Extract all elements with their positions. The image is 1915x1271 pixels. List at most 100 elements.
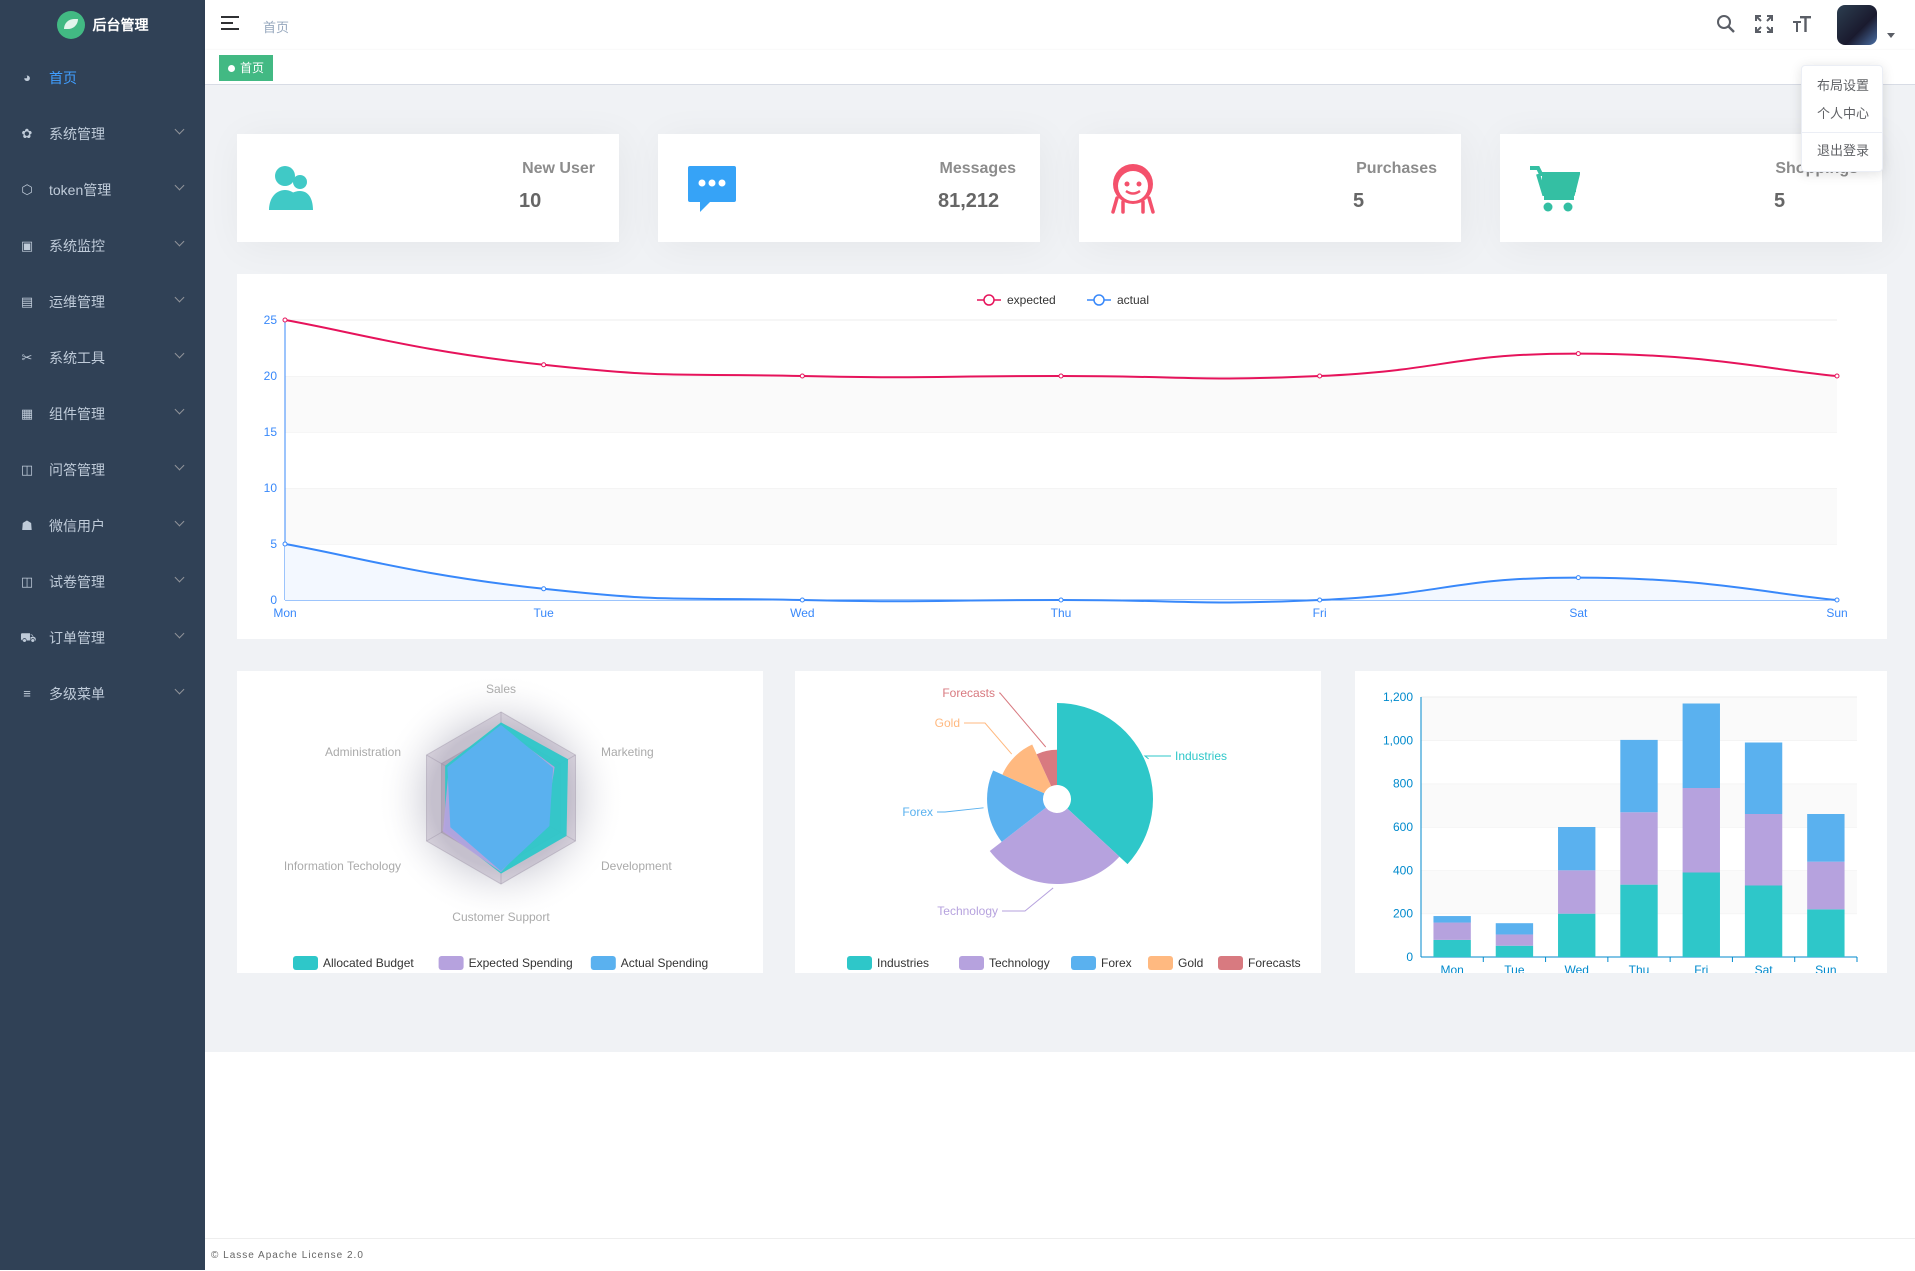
legend-label: Allocated Budget [323, 956, 414, 970]
dropdown-item-layout-settings[interactable]: 布局设置 [1817, 78, 1870, 93]
breadcrumb[interactable]: 首页 [263, 20, 290, 35]
sidebar-item-11[interactable]: ≡ 多级菜单 [0, 666, 205, 722]
legend-label: expected [1007, 293, 1056, 307]
sidebar-item-2[interactable]: ⬡ token管理 [0, 162, 205, 218]
x-tick-label: Wed [1564, 963, 1588, 973]
search-icon[interactable] [1715, 14, 1737, 36]
pie-label-line [1002, 887, 1054, 912]
user-dropdown-menu: 布局设置 个人中心 退出登录 [1801, 65, 1883, 172]
card-new-user[interactable]: New User 10 [237, 134, 619, 242]
main-content: New User 10 Messages 81,212 Purchases 5 … [205, 85, 1915, 1052]
cart-icon: ⛟ [20, 630, 37, 645]
bar-s3 [1744, 742, 1783, 814]
point-expected [1058, 373, 1064, 379]
card-label: Purchases [1356, 160, 1437, 177]
x-tick-label: Sat [1755, 963, 1774, 973]
x-tick-label: Mon [273, 606, 296, 620]
tag-label: 首页 [240, 61, 265, 75]
line-chart-panel: 0 5 10 15 20 25 Mon Tue Wed Thu Fri Sat Sun expected a… [237, 274, 1887, 639]
pie-slice-Technology [989, 807, 1120, 885]
legend-label: Forex [1101, 956, 1132, 970]
tags-view: 首页 [205, 50, 1915, 85]
sidebar-item-10[interactable]: ⛟ 订单管理 [0, 610, 205, 666]
caret-down-icon[interactable] [1887, 33, 1895, 38]
fullscreen-icon[interactable] [1753, 14, 1775, 36]
point-actual [282, 541, 288, 547]
radar-indicator-label: Sales [486, 682, 516, 696]
chevron-down-icon [174, 684, 185, 695]
point-expected [541, 362, 547, 368]
tag-home[interactable]: 首页 [219, 55, 274, 81]
avatar[interactable] [1837, 5, 1877, 45]
y-tick-label: 1,200 [1383, 690, 1413, 704]
legend-marker [983, 294, 995, 306]
point-actual [1058, 597, 1064, 603]
book-icon: ◫ [20, 574, 34, 589]
radar-chart-panel: Sales Administration Information Techology… [237, 671, 763, 973]
card-value: 81,212 [938, 190, 1000, 212]
sidebar-item-9[interactable]: ◫ 试卷管理 [0, 554, 205, 610]
y-tick-label: 600 [1393, 820, 1413, 834]
bar-chart-panel: 0 200 400 600 800 1,000 1,200 Mon Tue Wed Thu Fri Sa… [1355, 671, 1887, 977]
bar-s3 [1433, 916, 1471, 923]
sidebar-item-label: 系统管理 [49, 126, 105, 142]
user-icon: ☗ [21, 518, 33, 533]
sidebar-item-label: 组件管理 [49, 406, 105, 422]
font-size-icon[interactable] [1791, 14, 1813, 36]
bar-s3 [1807, 814, 1845, 862]
y-tick-label: 1,000 [1383, 733, 1413, 747]
radar-indicator-label: Customer Support [452, 910, 550, 924]
legend-label: actual [1117, 293, 1149, 307]
logo[interactable]: 后台管理 [0, 0, 205, 50]
sidebar-item-7[interactable]: ◫ 问答管理 [0, 442, 205, 498]
point-actual [1575, 575, 1581, 581]
footer: © Lasse Apache License 2.0 [205, 1238, 1915, 1271]
chevron-down-icon [174, 124, 185, 135]
sidebar-item-0[interactable]: ◕ 首页 [0, 50, 205, 106]
dropdown-item-profile[interactable]: 个人中心 [1817, 106, 1870, 121]
sidebar-item-label: 运维管理 [49, 294, 105, 310]
sidebar-item-label: 试卷管理 [49, 574, 105, 590]
bar-s2 [1495, 934, 1534, 946]
x-tick-label: Mon [1440, 963, 1463, 973]
chevron-down-icon [174, 348, 185, 359]
y-tick-label: 400 [1393, 863, 1413, 877]
y-tick-label: 200 [1393, 907, 1413, 921]
point-expected [1575, 351, 1581, 357]
line-chart: 0 5 10 15 20 25 Mon Tue Wed Thu Fri Sat Sun expected a… [264, 293, 1848, 620]
card-messages[interactable]: Messages 81,212 [658, 134, 1040, 242]
point-expected [1317, 373, 1323, 379]
card-purchases[interactable]: Purchases 5 [1079, 134, 1461, 242]
message-icon [686, 162, 738, 214]
x-tick-label: Tue [534, 606, 555, 620]
point-expected [282, 317, 288, 323]
legend-swatch [847, 956, 872, 970]
sidebar-item-5[interactable]: ✂ 系统工具 [0, 330, 205, 386]
sidebar-item-3[interactable]: ▣ 系统监控 [0, 218, 205, 274]
x-tick-label: Wed [790, 606, 814, 620]
bar-s2 [1682, 788, 1720, 873]
users-icon [265, 162, 317, 214]
sidebar-item-4[interactable]: ▤ 运维管理 [0, 274, 205, 330]
sidebar-item-label: 微信用户 [49, 518, 105, 534]
pie-chart-panel: Industries Technology Forex Gold Forecasts In… [795, 671, 1321, 973]
pie-slice-Gold [1002, 744, 1052, 794]
y-tick-label: 25 [264, 313, 278, 327]
sidebar-item-1[interactable]: ✿ 系统管理 [0, 106, 205, 162]
bar-s3 [1558, 827, 1596, 871]
y-tick-label: 5 [270, 537, 277, 551]
dropdown-item-logout[interactable]: 退出登录 [1802, 132, 1882, 165]
sidebar-item-6[interactable]: ▦ 组件管理 [0, 386, 205, 442]
point-actual [1834, 597, 1840, 603]
sidebar-item-8[interactable]: ☗ 微信用户 [0, 498, 205, 554]
chevron-down-icon [174, 404, 185, 415]
area-actual [285, 544, 1837, 603]
bar-s1 [1682, 872, 1720, 957]
hamburger-icon[interactable] [221, 16, 239, 32]
legend-label: Actual Spending [621, 956, 708, 970]
bar-s1 [1495, 945, 1534, 957]
pie-chart: Industries Technology Forex Gold Forecasts In… [847, 686, 1301, 970]
bar-s2 [1433, 922, 1471, 940]
pie-label: Industries [1175, 749, 1227, 763]
book-icon: ◫ [20, 462, 34, 477]
